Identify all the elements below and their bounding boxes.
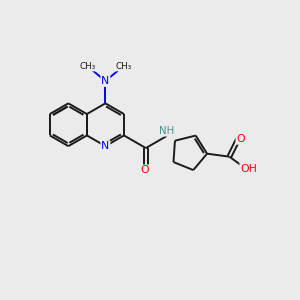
Text: O: O	[140, 165, 149, 176]
Text: CH₃: CH₃	[115, 62, 131, 71]
Text: N: N	[101, 76, 110, 86]
Text: OH: OH	[240, 164, 257, 173]
Text: N: N	[101, 141, 110, 151]
Text: O: O	[236, 134, 245, 144]
Text: CH₃: CH₃	[80, 62, 96, 71]
Text: NH: NH	[159, 126, 174, 136]
